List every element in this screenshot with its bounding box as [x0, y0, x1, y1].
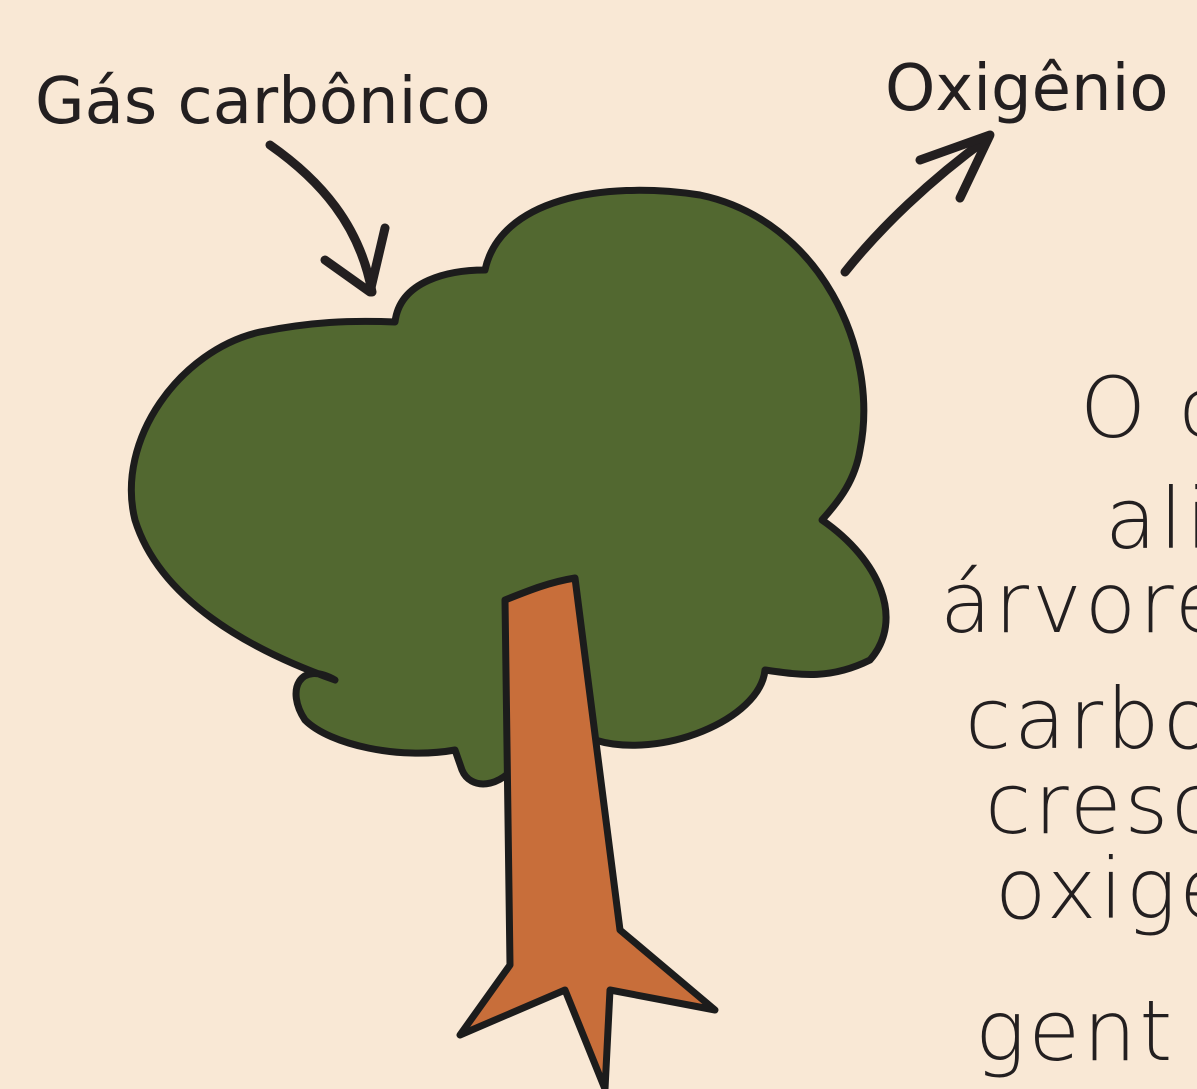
paragraph-line: carbo: [965, 670, 1197, 768]
o2-label: Oxigênio: [885, 52, 1169, 126]
arrow-out: [840, 133, 993, 277]
arrows: [265, 130, 995, 297]
paragraph-line: cresc: [985, 755, 1197, 853]
co2-label: Gás carbônico: [35, 65, 491, 139]
paragraph-line: gent: [975, 982, 1175, 1080]
paragraph-line: ali: [1105, 470, 1197, 568]
arrow-in: [265, 140, 377, 297]
arrow-in-head: [320, 223, 390, 297]
paragraph-line: árvore: [940, 554, 1197, 652]
tree-canopy: [127, 186, 890, 788]
tree-trunk: [456, 574, 719, 1089]
paragraph: O c ali árvore carbo cresc oxige gent: [940, 359, 1197, 1080]
paragraph-line: oxige: [995, 840, 1197, 938]
arrow-out-head: [915, 130, 995, 203]
paragraph-line: O c: [1080, 359, 1197, 457]
